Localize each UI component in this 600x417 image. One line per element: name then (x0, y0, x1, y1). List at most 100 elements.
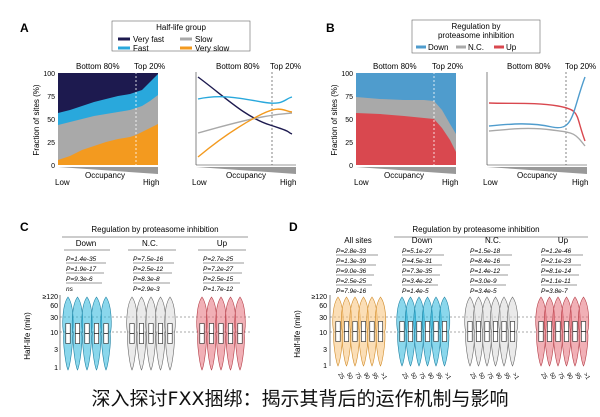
x-axis-label: Occupancy (85, 171, 125, 180)
x-low-label: Low (192, 178, 207, 187)
group-label-up: Up (217, 239, 228, 248)
p-value: P=7.3e-35 (402, 268, 433, 275)
panel-a-legend: Half-life group Very fast Slow Fast Very… (111, 20, 251, 53)
p-value: P=2.9e-3 (133, 286, 160, 293)
x-tick: 75 (353, 372, 362, 381)
panel-b-letter: B (326, 21, 335, 35)
bottom-80-label: Bottom 80% (216, 62, 260, 71)
p-value: P=1.4e-5 (402, 288, 429, 295)
legend-label-nc: N.C. (468, 43, 484, 52)
x-high-label: High (280, 178, 296, 187)
bottom-80-label: Bottom 80% (76, 62, 120, 71)
x-axis-label: Occupancy (384, 171, 424, 180)
legend-label-up: Up (506, 43, 517, 52)
y-tick: 30 (50, 315, 58, 322)
violin-group (332, 296, 590, 367)
y-tick: 0 (349, 163, 353, 170)
y-tick: 50 (47, 117, 55, 124)
x-high-label: High (143, 178, 159, 187)
y-tick: 3 (323, 347, 327, 354)
x-tick: >1 (379, 372, 388, 381)
group-label-nc: N.C. (485, 236, 501, 245)
bottom-80-label: Bottom 80% (507, 62, 551, 71)
panel-c-header: Regulation by proteasome inhibition (91, 225, 218, 234)
panel-c: C Regulation by proteasome inhibition Do… (20, 220, 250, 372)
legend-label-slow: Slow (195, 35, 213, 44)
y-axis-label: Fraction of sites (%) (330, 84, 339, 155)
panel-a: A Half-life group Very fast Slow Fast Ve… (20, 20, 301, 187)
p-value: P=8.4e-16 (470, 258, 501, 265)
y-axis-label: Half-life (min) (293, 310, 302, 358)
y-tick: 30 (319, 315, 327, 322)
occupancy-wedge (356, 167, 456, 174)
legend-label-fast: Fast (133, 44, 149, 53)
top-20-label: Top 20% (134, 62, 165, 71)
y-tick: 1 (323, 363, 327, 370)
panel-d-header: Regulation by proteasome inhibition (412, 225, 539, 234)
x-tick: 90 (494, 372, 503, 381)
x-tick: 25 (336, 372, 345, 381)
group-label-all: All sites (344, 236, 372, 245)
p-value: P=1.3e-39 (336, 258, 367, 265)
p-value: P=1.4e-35 (66, 256, 97, 263)
y-tick: 1 (54, 365, 58, 372)
y-tick: 100 (341, 71, 353, 78)
y-tick: 25 (345, 140, 353, 147)
x-tick: >1 (511, 372, 520, 381)
x-tick: 75 (485, 372, 494, 381)
x-tick: 90 (565, 372, 574, 381)
y-axis-label: Fraction of sites (%) (32, 84, 41, 155)
p-value: P=1.9e-17 (66, 266, 97, 273)
very-fast-line (197, 76, 293, 135)
p-value: P=2.1e-23 (541, 258, 572, 265)
p-value: P=8.3e-8 (133, 276, 160, 283)
x-low-label: Low (354, 178, 369, 187)
down-line (488, 76, 586, 129)
p-value: P=3.4e-5 (470, 288, 497, 295)
x-tick: 50 (548, 372, 557, 381)
legend-label-very-fast: Very fast (133, 35, 165, 44)
y-tick: 25 (47, 140, 55, 147)
legend-label-down: Down (428, 43, 448, 52)
y-tick: 60 (50, 303, 58, 310)
x-tick: 50 (409, 372, 418, 381)
y-tick: 50 (345, 117, 353, 124)
p-value: P=3.8e-7 (541, 288, 568, 295)
x-high-label: High (572, 178, 588, 187)
y-tick: ≥120 (311, 294, 327, 301)
up-band (356, 113, 456, 165)
x-tick: 95 (502, 372, 511, 381)
p-value: P=4.5e-31 (402, 258, 433, 265)
x-tick: 95 (434, 372, 443, 381)
x-high-label: High (442, 178, 458, 187)
x-tick: 25 (539, 372, 548, 381)
panel-b-legend: Regulation by proteasome inhibition Down… (411, 19, 541, 54)
p-value: P=7.9e-16 (336, 288, 367, 295)
x-tick: 50 (345, 372, 354, 381)
y-tick: 3 (54, 347, 58, 354)
p-value: P=2.5e-12 (133, 266, 164, 273)
violin-group (62, 296, 246, 371)
legend-title: Half-life group (156, 23, 206, 32)
x-tick: 95 (573, 372, 582, 381)
p-value: P=1.5e-18 (470, 248, 501, 255)
slow-line (197, 112, 293, 134)
p-value: P=9.0e-36 (336, 268, 367, 275)
y-tick: 75 (47, 94, 55, 101)
x-tick: 95 (370, 372, 379, 381)
y-tick: 0 (51, 163, 55, 170)
p-value: P=7.2e-27 (203, 266, 234, 273)
panel-b: B Regulation by proteasome inhibition Do… (326, 19, 596, 187)
p-value: P=9.3e-6 (66, 276, 93, 283)
occupancy-wedge (58, 167, 158, 174)
p-value: P=1.1e-11 (541, 278, 571, 285)
panel-a-letter: A (20, 21, 29, 35)
top-20-label: Top 20% (270, 62, 301, 71)
x-tick: >1 (443, 372, 452, 381)
very-slow-band (58, 124, 158, 165)
p-value: P=2.7e-25 (203, 256, 234, 263)
bottom-80-label: Bottom 80% (373, 62, 417, 71)
p-value: P=8.1e-14 (541, 268, 572, 275)
legend-title: proteasome inhibition (438, 31, 514, 40)
